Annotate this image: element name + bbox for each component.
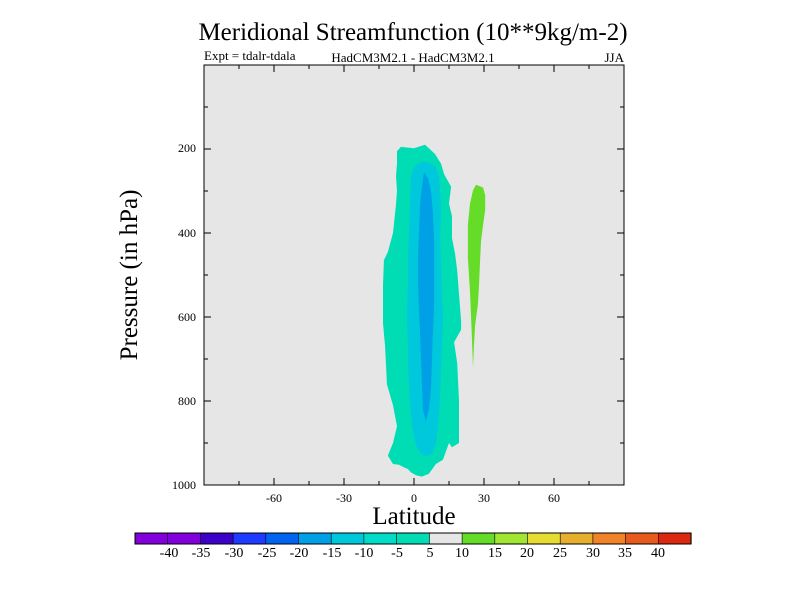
colorbar-label: -30 bbox=[225, 546, 244, 561]
colorbar-label: -35 bbox=[192, 546, 211, 561]
colorbar-label: 10 bbox=[455, 546, 469, 561]
colorbar-label: -40 bbox=[160, 546, 179, 561]
colorbar-label: 40 bbox=[651, 546, 665, 561]
colorbar-swatch-15 bbox=[625, 532, 659, 545]
x-tick-label: 30 bbox=[478, 491, 490, 505]
season-label: JJA bbox=[604, 50, 624, 65]
experiment-label: Expt = tdalr-tdala bbox=[204, 48, 296, 63]
x-tick-label: -60 bbox=[266, 491, 282, 505]
y-tick-label: 1000 bbox=[172, 478, 196, 492]
colorbar-swatch-8 bbox=[396, 532, 430, 545]
colorbar-swatch-5 bbox=[298, 532, 332, 545]
colorbar-swatch-10 bbox=[461, 532, 496, 545]
colorbar bbox=[134, 532, 692, 545]
model-comparison-label: HadCM3M2.1 - HadCM3M2.1 bbox=[331, 50, 494, 65]
colorbar-swatch-9 bbox=[429, 532, 463, 545]
colorbar-label: -5 bbox=[391, 546, 403, 561]
x-tick-label: -30 bbox=[336, 491, 352, 505]
contour-region-3 bbox=[467, 184, 486, 368]
colorbar-label: 25 bbox=[553, 546, 567, 561]
contour-region-2 bbox=[418, 172, 435, 422]
colorbar-swatch-1 bbox=[167, 532, 201, 545]
colorbar-swatch-11 bbox=[494, 532, 529, 545]
colorbar-label: -20 bbox=[290, 546, 309, 561]
y-tick-label: 200 bbox=[178, 141, 196, 155]
colorbar-swatch-14 bbox=[592, 532, 627, 545]
x-axis-title: Latitude bbox=[372, 503, 455, 530]
colorbar-label: -10 bbox=[355, 546, 374, 561]
chart-title: Meridional Streamfunction (10**9kg/m-2) bbox=[198, 19, 627, 46]
x-tick-label: 60 bbox=[548, 491, 560, 505]
colorbar-swatch-13 bbox=[559, 532, 594, 545]
contour-layer bbox=[383, 144, 486, 477]
axis-ticks bbox=[204, 65, 624, 485]
colorbar-swatch-3 bbox=[232, 532, 267, 545]
colorbar-label: 5 bbox=[427, 546, 434, 561]
y-tick-label: 600 bbox=[178, 310, 196, 324]
colorbar-label: 15 bbox=[488, 546, 502, 561]
colorbar-label: -15 bbox=[323, 546, 342, 561]
colorbar-frame bbox=[134, 532, 692, 545]
colorbar-label: -25 bbox=[258, 546, 277, 561]
colorbar-swatch-2 bbox=[200, 532, 234, 545]
y-tick-label: 800 bbox=[178, 394, 196, 408]
colorbar-swatch-16 bbox=[657, 532, 692, 545]
colorbar-label: 35 bbox=[618, 546, 632, 561]
colorbar-label: 30 bbox=[586, 546, 600, 561]
colorbar-label: 20 bbox=[520, 546, 534, 561]
y-axis-title: Pressure (in hPa) bbox=[116, 190, 143, 361]
y-tick-label: 400 bbox=[178, 226, 196, 240]
colorbar-swatch-0 bbox=[134, 532, 169, 545]
colorbar-swatch-4 bbox=[265, 532, 300, 545]
colorbar-swatch-7 bbox=[363, 532, 398, 545]
x-tick-label: 0 bbox=[411, 491, 417, 505]
plot-frame bbox=[203, 64, 625, 486]
colorbar-swatch-6 bbox=[330, 532, 365, 545]
colorbar-swatch-12 bbox=[527, 532, 561, 545]
